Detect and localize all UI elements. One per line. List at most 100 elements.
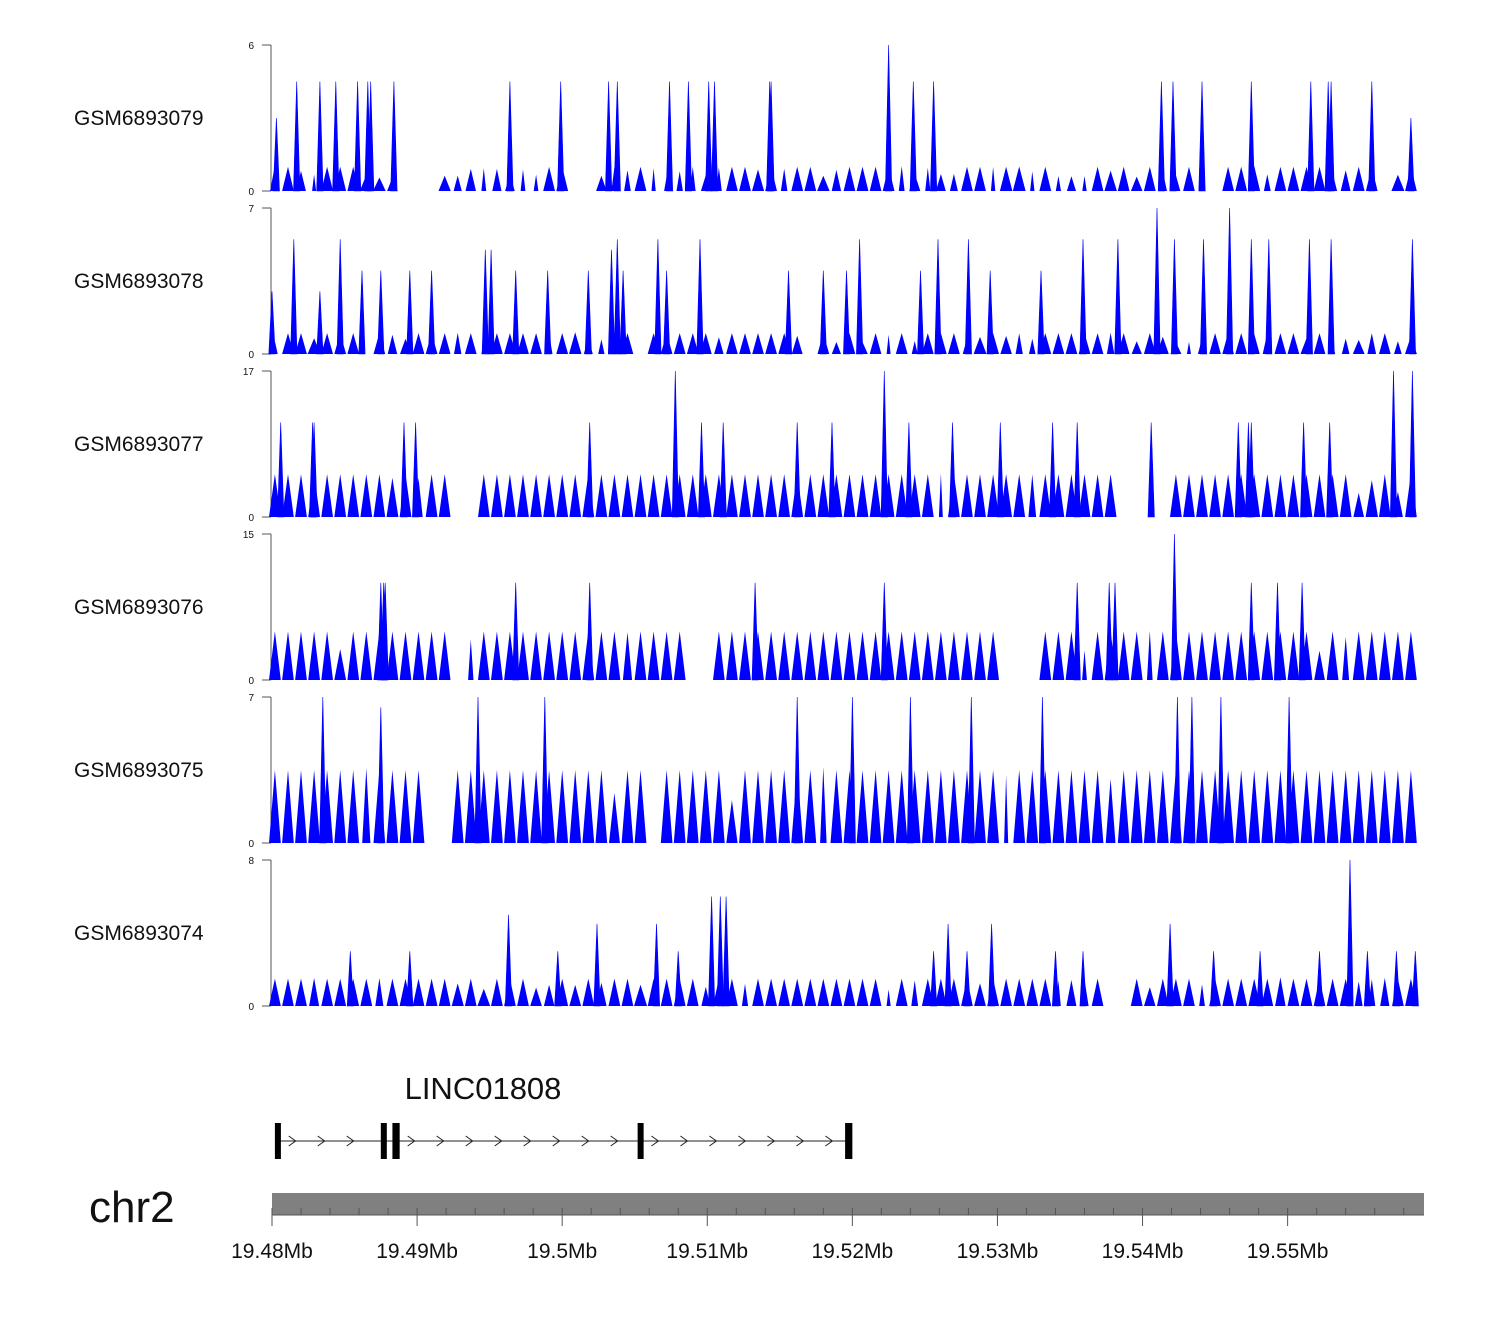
coverage-peak — [1247, 422, 1255, 518]
track-label: GSM6893079 — [74, 107, 204, 130]
coverage-peak — [963, 951, 971, 1007]
coverage-peak — [613, 239, 621, 355]
coverage-peak — [1170, 533, 1178, 681]
coverage-peak — [1346, 859, 1354, 1007]
exon — [380, 1123, 387, 1159]
track-GSM6893075: GSM6893075 7 0 — [74, 693, 1417, 850]
x-axis: 19.48Mb 19.49Mb 19.5Mb 19.51Mb 19.52Mb 19.53M… — [231, 1208, 1424, 1263]
coverage-peak — [512, 582, 520, 681]
exon — [845, 1123, 853, 1159]
coverage-peak — [557, 81, 565, 192]
coverage-peak — [684, 81, 692, 192]
coverage-peak — [930, 951, 938, 1007]
coverage-peak — [593, 923, 601, 1007]
coverage-peak — [481, 249, 489, 355]
coverage-peak — [1307, 81, 1315, 192]
coverage-peak — [848, 696, 856, 844]
y-max-label: 7 — [248, 204, 254, 215]
track-GSM6893078: GSM6893078 7 0 — [74, 204, 1417, 361]
track-label: GSM6893074 — [74, 922, 204, 945]
coverage-peak — [722, 896, 730, 1007]
strand-arrow — [317, 1135, 326, 1147]
coverage-peak — [1265, 239, 1273, 355]
coverage-peak — [1368, 81, 1376, 192]
coverage-peak — [1049, 422, 1057, 518]
coverage-peak — [607, 249, 616, 355]
coverage-peak — [1247, 81, 1255, 192]
coverage-peak — [428, 270, 436, 355]
track-GSM6893076: GSM6893076 15 0 — [74, 530, 1417, 687]
coverage-peak — [819, 270, 827, 355]
coverage-peak — [277, 422, 285, 518]
coverage-peak — [512, 270, 520, 355]
coverage-peak — [541, 696, 549, 844]
coverage-peak — [1363, 951, 1371, 1007]
coverage-peak — [1305, 239, 1313, 355]
coverage-peak — [586, 422, 594, 518]
coverage-peak — [880, 370, 888, 518]
coverage-peak — [406, 270, 414, 355]
coverage-peak — [1037, 270, 1045, 355]
strand-arrow — [288, 1135, 297, 1147]
strand-arrow — [680, 1135, 689, 1147]
coverage-peak — [310, 422, 318, 518]
coverage-area — [269, 473, 1417, 517]
coverage-peak — [354, 81, 362, 192]
coverage-peak — [1173, 696, 1181, 844]
coverage-peak — [377, 270, 385, 355]
coverage-peak — [506, 81, 514, 192]
track-label: GSM6893075 — [74, 759, 204, 782]
coverage-area — [272, 332, 1417, 354]
coverage-peak — [358, 270, 366, 355]
coverage-peak — [767, 81, 775, 192]
coverage-peak — [1199, 239, 1208, 355]
coverage-peak — [1073, 422, 1081, 518]
coverage-peak — [1114, 239, 1122, 355]
y-max-label: 6 — [248, 41, 254, 52]
coverage-peak — [880, 582, 888, 681]
coverage-peak — [290, 239, 298, 355]
strand-arrow — [738, 1135, 747, 1147]
coverage-peak — [377, 707, 385, 844]
coverage-peak — [917, 270, 925, 355]
coverage-peak — [613, 81, 621, 192]
coverage-peak — [1408, 239, 1416, 355]
x-tick-label: 19.49Mb — [376, 1240, 458, 1263]
coverage-peak — [948, 422, 957, 518]
track-GSM6893074: GSM6893074 8 0 — [74, 856, 1419, 1013]
x-tick-label: 19.53Mb — [957, 1240, 1039, 1263]
x-tick-label: 19.55Mb — [1247, 1240, 1329, 1263]
coverage-peak — [1111, 582, 1119, 681]
coverage-peak — [1234, 422, 1242, 518]
track-label: GSM6893076 — [74, 596, 204, 619]
y-max-label: 17 — [243, 367, 255, 378]
strand-arrow — [610, 1135, 619, 1147]
coverage-peak — [1170, 239, 1178, 355]
coverage-peak — [1226, 207, 1234, 355]
coverage-peak — [1166, 923, 1174, 1007]
x-tick-label: 19.52Mb — [811, 1240, 893, 1263]
coverage-peak — [1273, 582, 1282, 681]
x-tick-label: 19.54Mb — [1102, 1240, 1184, 1263]
coverage-peak — [584, 270, 592, 355]
coverage-peak — [1298, 582, 1306, 681]
coverage-peak — [1157, 81, 1165, 192]
coverage-peak — [332, 81, 340, 192]
coverage-peak — [793, 696, 801, 844]
coverage-peak — [671, 370, 679, 518]
coverage-peak — [1079, 239, 1087, 355]
coverage-peak — [316, 81, 324, 192]
coverage-peak — [1210, 951, 1218, 1007]
strand-arrow — [651, 1135, 660, 1147]
coverage-area — [270, 165, 1417, 191]
coverage-peak — [1153, 207, 1161, 355]
coverage-peak — [1169, 81, 1177, 192]
coverage-peak — [272, 117, 280, 192]
coverage-peak — [784, 270, 793, 355]
coverage-peak — [705, 81, 713, 192]
track-GSM6893077: GSM6893077 17 0 — [74, 367, 1417, 524]
coverage-peak — [905, 422, 913, 518]
x-tick-label: 19.51Mb — [666, 1240, 748, 1263]
strand-arrow — [494, 1135, 503, 1147]
track-label: GSM6893078 — [74, 270, 204, 293]
